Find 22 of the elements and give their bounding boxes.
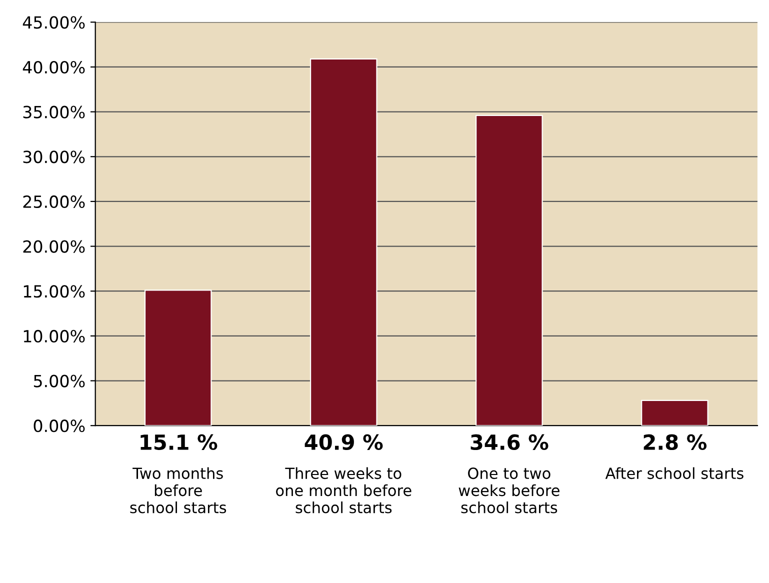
bar [476, 114, 543, 426]
y-tick-label: 30.00% [23, 150, 85, 164]
x-tick-label: One to two weeks before school starts [458, 468, 560, 514]
data-label: 40.9 % [304, 434, 383, 450]
y-tick-label: 20.00% [23, 240, 85, 253]
y-tick-label: 35.00% [23, 106, 85, 118]
bar [310, 58, 378, 426]
data-label: 34.6 % [470, 434, 548, 450]
x-tick-label: Two months before school starts [130, 467, 226, 514]
y-tick-label: 15.00% [24, 285, 85, 298]
y-tick-label: 5.00% [34, 374, 85, 388]
y-tick-label: 0.00% [34, 420, 85, 432]
bar [144, 290, 212, 426]
x-tick-label: After school starts [605, 467, 744, 480]
y-tick-label: 10.00% [24, 330, 85, 343]
y-tick-label: 40.00% [22, 60, 85, 74]
y-tick-label: 45.00% [22, 16, 85, 29]
data-label: 2.8 % [644, 434, 707, 450]
data-label: 15.1 % [140, 434, 218, 450]
y-tick-label: 25.00% [23, 195, 85, 208]
x-tick-label: Three weeks to one month before school starts [276, 467, 412, 514]
bar [641, 400, 708, 426]
